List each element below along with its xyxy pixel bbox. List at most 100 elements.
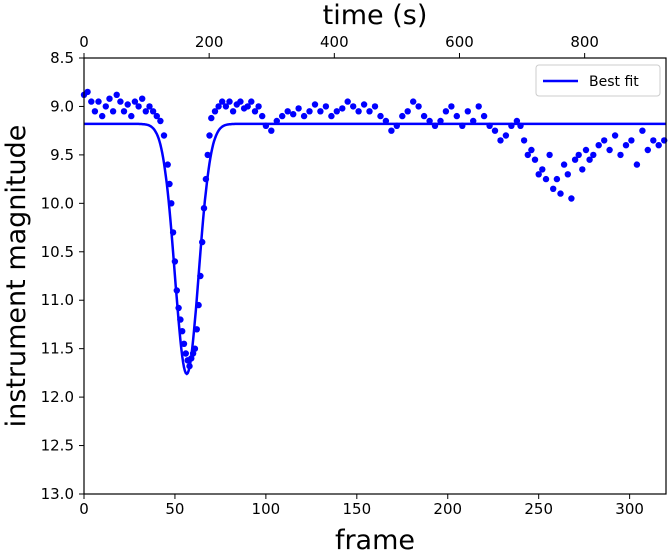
data-point: [91, 108, 99, 115]
y-tick-label: 11.0: [41, 291, 74, 309]
data-point: [317, 108, 324, 115]
data-point: [470, 117, 477, 125]
data-point: [366, 108, 373, 115]
data-point: [135, 103, 142, 110]
data-point: [420, 112, 428, 120]
data-point: [575, 151, 582, 159]
data-point: [442, 108, 450, 115]
data-point: [475, 103, 482, 110]
data-point: [524, 151, 531, 159]
data-point: [273, 117, 280, 125]
data-point: [306, 108, 313, 115]
data-point: [204, 151, 211, 159]
top-x-tick-label: 0: [79, 33, 89, 51]
x-tick-label: 100: [252, 500, 281, 518]
data-point: [382, 117, 390, 125]
data-point: [350, 103, 357, 110]
data-point: [426, 117, 433, 125]
data-point: [437, 117, 444, 125]
x-tick-label: 50: [165, 500, 184, 518]
data-point: [617, 151, 624, 159]
data-point: [255, 103, 262, 110]
data-point: [528, 146, 535, 154]
data-point: [128, 112, 135, 120]
data-point: [182, 350, 189, 357]
data-point: [491, 127, 499, 134]
data-point: [95, 98, 102, 105]
x-axis-title: frame: [335, 525, 415, 554]
data-point: [564, 171, 571, 178]
data-point: [109, 108, 117, 115]
data-point: [557, 190, 564, 197]
top-x-tick-label: 200: [195, 33, 224, 51]
data-point: [560, 161, 568, 168]
data-point: [113, 91, 120, 99]
x-tick-label: 150: [342, 500, 371, 518]
data-point: [99, 112, 106, 120]
data-point: [84, 88, 91, 96]
data-point: [215, 103, 222, 110]
data-point: [550, 185, 557, 192]
data-point: [284, 108, 291, 115]
data-point: [333, 108, 340, 115]
data-point: [464, 108, 471, 115]
data-point: [211, 108, 219, 115]
data-point: [480, 112, 488, 120]
data-point: [339, 105, 346, 112]
data-point: [639, 127, 646, 134]
data-point: [568, 195, 575, 202]
axes: 0 50 100 150 200 250 300 0 200 400 600 800 8.5 9.0 9.5…: [41, 33, 644, 518]
data-point: [388, 127, 395, 134]
data-point: [497, 137, 504, 144]
x-tick-label: 300: [615, 500, 644, 518]
data-point: [404, 108, 411, 115]
data-point: [644, 146, 651, 154]
y-tick-label: 8.5: [50, 49, 74, 67]
data-point: [344, 98, 351, 105]
data-point: [139, 95, 146, 102]
data-point: [502, 132, 510, 139]
data-point: [453, 112, 460, 120]
data-marks: [80, 88, 668, 376]
x-tick-label: 250: [524, 500, 553, 518]
data-point: [590, 151, 597, 159]
data-point: [160, 132, 168, 139]
data-point: [371, 103, 379, 110]
y-tick-label: 12.5: [41, 437, 74, 455]
data-point: [579, 166, 586, 173]
y-tick-label: 10.0: [41, 194, 74, 212]
top-x-tick-label: 400: [320, 33, 349, 51]
data-point: [611, 132, 619, 139]
data-point: [206, 132, 213, 139]
top-x-tick-label: 800: [570, 33, 599, 51]
data-point: [553, 175, 561, 183]
data-point: [546, 151, 553, 159]
data-point: [539, 166, 546, 173]
data-point: [415, 103, 422, 110]
data-point: [106, 95, 113, 102]
data-point: [520, 137, 528, 144]
data-point: [628, 137, 635, 144]
legend: Best fit: [535, 64, 661, 97]
data-point: [164, 161, 171, 168]
data-point: [295, 105, 302, 112]
data-point: [571, 156, 579, 163]
legend-label-best-fit: Best fit: [589, 74, 639, 90]
data-point: [146, 103, 153, 110]
data-point: [542, 175, 550, 183]
data-point: [633, 161, 641, 168]
x-tick-label: 200: [433, 500, 462, 518]
data-point: [531, 156, 539, 163]
y-tick-label: 13.0: [41, 485, 74, 503]
data-point: [279, 112, 286, 120]
data-point: [606, 146, 613, 154]
y-tick-label: 9.0: [50, 97, 74, 115]
best-fit-line: [84, 122, 666, 376]
data-point: [229, 108, 237, 115]
y-tick-label: 11.5: [41, 340, 74, 358]
plot-frame: [83, 57, 667, 495]
y-tick-label: 9.5: [50, 146, 74, 164]
data-point: [226, 98, 233, 105]
data-point: [153, 112, 160, 120]
plot-area: [84, 58, 666, 494]
